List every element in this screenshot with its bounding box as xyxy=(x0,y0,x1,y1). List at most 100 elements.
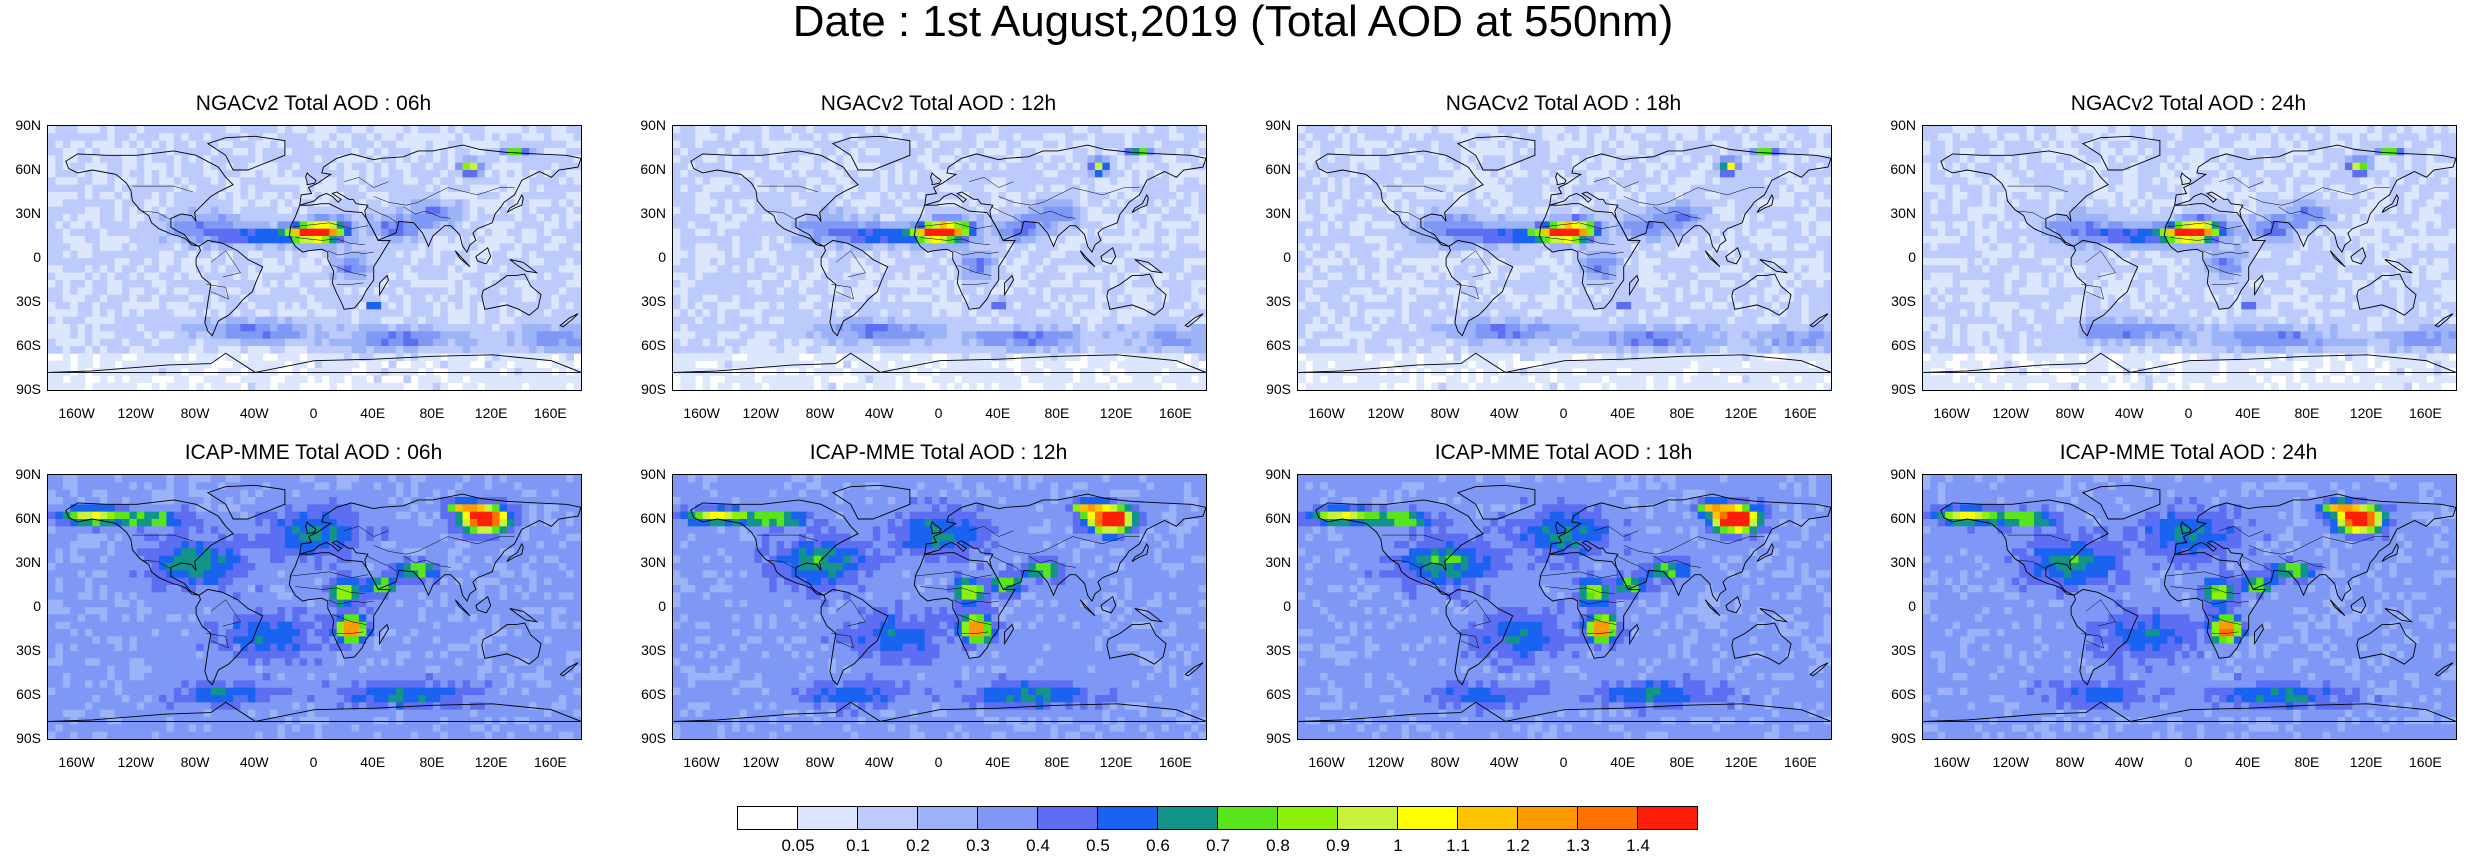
latitude-tick-label: 60S xyxy=(5,337,41,353)
longitude-tick-label: 0 xyxy=(289,754,339,770)
colorbar-swatch xyxy=(1397,806,1458,830)
latitude-tick-label: 90N xyxy=(630,466,666,482)
longitude-tick-label: 40W xyxy=(854,754,904,770)
latitude-tick-label: 30S xyxy=(630,642,666,658)
colorbar-label: 0.9 xyxy=(1308,836,1368,856)
panel-title: ICAP-MME Total AOD : 06h xyxy=(47,441,580,465)
colorbar-swatch xyxy=(917,806,978,830)
latitude-tick-label: 30S xyxy=(1880,293,1916,309)
longitude-tick-label: 160E xyxy=(1775,405,1825,421)
longitude-tick-label: 0 xyxy=(914,754,964,770)
longitude-tick-label: 40E xyxy=(973,405,1023,421)
latitude-tick-label: 90S xyxy=(1880,730,1916,746)
aod-map xyxy=(1923,475,2456,739)
latitude-tick-label: 90S xyxy=(5,730,41,746)
latitude-tick-label: 30N xyxy=(630,554,666,570)
latitude-tick-label: 60N xyxy=(1880,510,1916,526)
longitude-tick-label: 160E xyxy=(1150,405,1200,421)
aod-field xyxy=(673,126,1206,390)
longitude-tick-label: 120E xyxy=(1091,405,1141,421)
longitude-tick-label: 80W xyxy=(795,405,845,421)
longitude-tick-label: 120E xyxy=(1716,754,1766,770)
longitude-tick-label: 160E xyxy=(1150,754,1200,770)
longitude-tick-label: 40W xyxy=(1479,405,1529,421)
longitude-tick-label: 80E xyxy=(407,405,457,421)
longitude-tick-label: 40E xyxy=(2223,754,2273,770)
latitude-tick-label: 60S xyxy=(1255,686,1291,702)
latitude-tick-label: 0 xyxy=(630,249,666,265)
latitude-tick-label: 0 xyxy=(1880,598,1916,614)
latitude-tick-label: 60S xyxy=(1880,337,1916,353)
longitude-tick-label: 160E xyxy=(525,405,575,421)
aod-field xyxy=(1923,126,2456,390)
longitude-tick-label: 80E xyxy=(2282,754,2332,770)
longitude-tick-label: 40W xyxy=(2104,405,2154,421)
colorbar-swatch xyxy=(857,806,918,830)
latitude-tick-label: 90S xyxy=(1255,381,1291,397)
latitude-tick-label: 60N xyxy=(5,161,41,177)
latitude-tick-label: 90S xyxy=(1880,381,1916,397)
latitude-tick-label: 30N xyxy=(1255,554,1291,570)
longitude-tick-label: 120W xyxy=(1361,405,1411,421)
longitude-tick-label: 0 xyxy=(2164,754,2214,770)
colorbar-swatch xyxy=(1277,806,1338,830)
colorbar-label: 1.2 xyxy=(1488,836,1548,856)
latitude-tick-label: 30S xyxy=(1255,293,1291,309)
longitude-tick-label: 40E xyxy=(2223,405,2273,421)
longitude-tick-label: 160E xyxy=(525,754,575,770)
longitude-tick-label: 80W xyxy=(2045,405,2095,421)
longitude-tick-label: 40W xyxy=(1479,754,1529,770)
latitude-tick-label: 60N xyxy=(1880,161,1916,177)
longitude-tick-label: 120E xyxy=(1091,754,1141,770)
colorbar-label: 0.2 xyxy=(888,836,948,856)
colorbar-label: 0.05 xyxy=(768,836,828,856)
aod-field xyxy=(1298,126,1831,390)
longitude-tick-label: 120W xyxy=(111,405,161,421)
aod-map xyxy=(673,126,1206,390)
figure-title: Date : 1st August,2019 (Total AOD at 550… xyxy=(0,0,2466,50)
latitude-tick-label: 30S xyxy=(630,293,666,309)
longitude-tick-label: 160W xyxy=(52,405,102,421)
longitude-tick-label: 0 xyxy=(1539,405,1589,421)
latitude-tick-label: 0 xyxy=(1255,249,1291,265)
longitude-tick-label: 40W xyxy=(2104,754,2154,770)
latitude-tick-label: 30S xyxy=(1255,642,1291,658)
panel-title: NGACv2 Total AOD : 06h xyxy=(47,92,580,116)
colorbar-label: 0.1 xyxy=(828,836,888,856)
longitude-tick-label: 80W xyxy=(2045,754,2095,770)
panel-title: ICAP-MME Total AOD : 24h xyxy=(1922,441,2455,465)
latitude-tick-label: 30N xyxy=(630,205,666,221)
longitude-tick-label: 160W xyxy=(1302,405,1352,421)
longitude-tick-label: 160E xyxy=(1775,754,1825,770)
longitude-tick-label: 80E xyxy=(1032,754,1082,770)
latitude-tick-label: 0 xyxy=(1880,249,1916,265)
colorbar-swatch xyxy=(1037,806,1098,830)
longitude-tick-label: 120E xyxy=(1716,405,1766,421)
aod-field xyxy=(48,475,581,739)
latitude-tick-label: 60N xyxy=(5,510,41,526)
colorbar-label: 1.3 xyxy=(1548,836,1608,856)
longitude-tick-label: 80E xyxy=(1657,754,1707,770)
colorbar-label: 0.3 xyxy=(948,836,1008,856)
latitude-tick-label: 0 xyxy=(5,598,41,614)
latitude-tick-label: 0 xyxy=(5,249,41,265)
colorbar-label: 0.7 xyxy=(1188,836,1248,856)
aod-field xyxy=(673,475,1206,739)
aod-map xyxy=(1298,126,1831,390)
longitude-tick-label: 80W xyxy=(1420,405,1470,421)
latitude-tick-label: 90N xyxy=(1255,117,1291,133)
map-frame xyxy=(672,474,1207,740)
longitude-tick-label: 80W xyxy=(1420,754,1470,770)
panel-title: NGACv2 Total AOD : 12h xyxy=(672,92,1205,116)
longitude-tick-label: 0 xyxy=(289,405,339,421)
latitude-tick-label: 60S xyxy=(1880,686,1916,702)
aod-field xyxy=(1923,475,2456,739)
latitude-tick-label: 30S xyxy=(1880,642,1916,658)
map-frame xyxy=(672,125,1207,391)
longitude-tick-label: 40W xyxy=(854,405,904,421)
aod-field xyxy=(48,126,581,390)
longitude-tick-label: 160W xyxy=(677,405,727,421)
longitude-tick-label: 0 xyxy=(914,405,964,421)
latitude-tick-label: 90N xyxy=(5,466,41,482)
longitude-tick-label: 40W xyxy=(229,405,279,421)
